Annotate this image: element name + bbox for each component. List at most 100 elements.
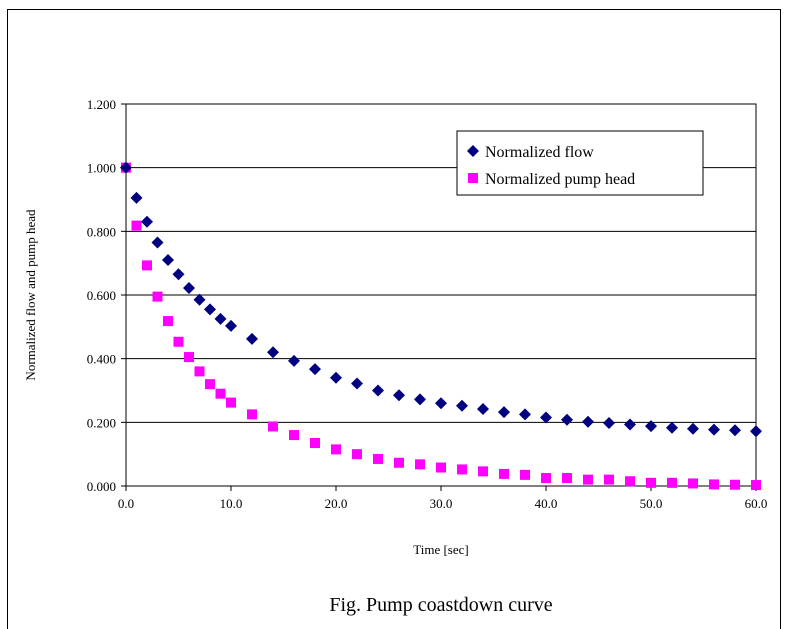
series-0	[120, 161, 762, 438]
flow-point	[172, 268, 185, 281]
flow-point	[246, 332, 258, 345]
flow-point	[687, 422, 699, 435]
head-point	[331, 444, 341, 455]
head-point	[541, 473, 551, 484]
head-point	[499, 468, 509, 479]
figure-caption: Fig. Pump coastdown curve	[329, 594, 552, 616]
head-point	[688, 478, 698, 489]
flow-point	[645, 420, 657, 433]
x-tick-label: 30.0	[430, 496, 453, 511]
flow-point	[267, 346, 279, 359]
legend-marker	[467, 145, 479, 157]
head-point	[394, 457, 404, 468]
y-tick-label: 1.200	[87, 97, 116, 112]
legend-box	[456, 130, 704, 196]
y-tick-label: 0.200	[87, 415, 116, 430]
flow-point	[498, 406, 510, 419]
head-point	[436, 462, 446, 473]
flow-point	[151, 236, 164, 249]
head-point	[152, 291, 163, 302]
head-point	[352, 449, 362, 460]
flow-point	[120, 161, 132, 174]
head-point	[247, 409, 257, 420]
flow-point	[708, 423, 720, 436]
head-point	[142, 260, 152, 271]
flow-point	[393, 389, 405, 402]
flow-point	[330, 371, 342, 384]
flow-point	[666, 421, 678, 434]
chart-frame	[7, 9, 781, 629]
x-tick-label: 10.0	[220, 496, 243, 511]
head-point	[268, 421, 278, 432]
x-tick-label: 40.0	[535, 496, 558, 511]
head-point	[310, 438, 320, 449]
head-point	[226, 397, 236, 408]
head-point	[583, 474, 593, 485]
flow-point	[214, 312, 227, 325]
data-series	[120, 161, 762, 491]
flow-point	[624, 418, 636, 431]
x-axis-label: Time [sec]	[413, 542, 469, 557]
flow-point	[540, 411, 552, 424]
head-point	[289, 430, 299, 441]
flow-point	[603, 416, 615, 429]
flow-point	[729, 424, 741, 437]
head-point	[415, 459, 425, 470]
flow-point	[162, 253, 174, 266]
x-tick-label: 50.0	[640, 496, 663, 511]
flow-point	[141, 215, 153, 228]
flow-point	[561, 413, 573, 426]
head-point	[163, 316, 173, 327]
flow-point	[204, 303, 216, 316]
head-point	[184, 352, 194, 363]
head-point	[205, 379, 215, 390]
head-point	[667, 477, 677, 488]
flow-point	[750, 425, 762, 438]
head-point	[604, 474, 614, 485]
head-point	[215, 388, 226, 399]
flow-point	[193, 293, 206, 306]
series-1	[121, 162, 761, 491]
flow-point	[130, 191, 143, 204]
legend-marker	[468, 173, 478, 183]
flow-point	[477, 402, 489, 415]
flow-point	[435, 397, 447, 410]
head-point	[709, 479, 719, 490]
x-axis: 0.0 10.0 20.0 30.0 40.0 50.0 60.0	[118, 486, 768, 511]
flow-point	[456, 399, 468, 412]
head-point	[194, 366, 205, 377]
flow-point	[183, 281, 195, 294]
y-tick-label: 0.400	[87, 352, 116, 367]
head-point	[478, 466, 488, 477]
flow-point	[225, 319, 237, 332]
y-tick-label: 0.600	[87, 288, 116, 303]
head-point	[173, 336, 184, 347]
head-point	[373, 453, 383, 464]
head-point	[625, 476, 635, 487]
y-tick-label: 1.000	[87, 161, 116, 176]
x-tick-label: 60.0	[745, 496, 768, 511]
head-point	[751, 480, 761, 491]
x-tick-label: 20.0	[325, 496, 348, 511]
flow-point	[414, 393, 426, 406]
flow-point	[351, 377, 363, 390]
x-tick-label: 0.0	[118, 496, 134, 511]
y-tick-label: 0.000	[87, 479, 116, 494]
head-point	[520, 469, 530, 480]
flow-point	[519, 408, 531, 421]
flow-point	[288, 354, 300, 367]
head-point	[730, 479, 740, 490]
flow-point	[309, 363, 321, 376]
head-point	[457, 464, 467, 475]
legend-label: Normalized pump head	[485, 171, 635, 188]
head-point	[646, 477, 656, 488]
y-axis: 0.000 0.200 0.400 0.600 0.800 1.000 1.200	[87, 97, 126, 494]
y-tick-label: 0.800	[87, 224, 116, 239]
head-point	[131, 220, 142, 231]
legend-label: Normalized flow	[485, 144, 594, 161]
head-point	[562, 473, 572, 484]
flow-point	[372, 384, 384, 397]
flow-point	[582, 415, 594, 428]
y-axis-label: Normalized flow and pump head	[23, 209, 38, 381]
